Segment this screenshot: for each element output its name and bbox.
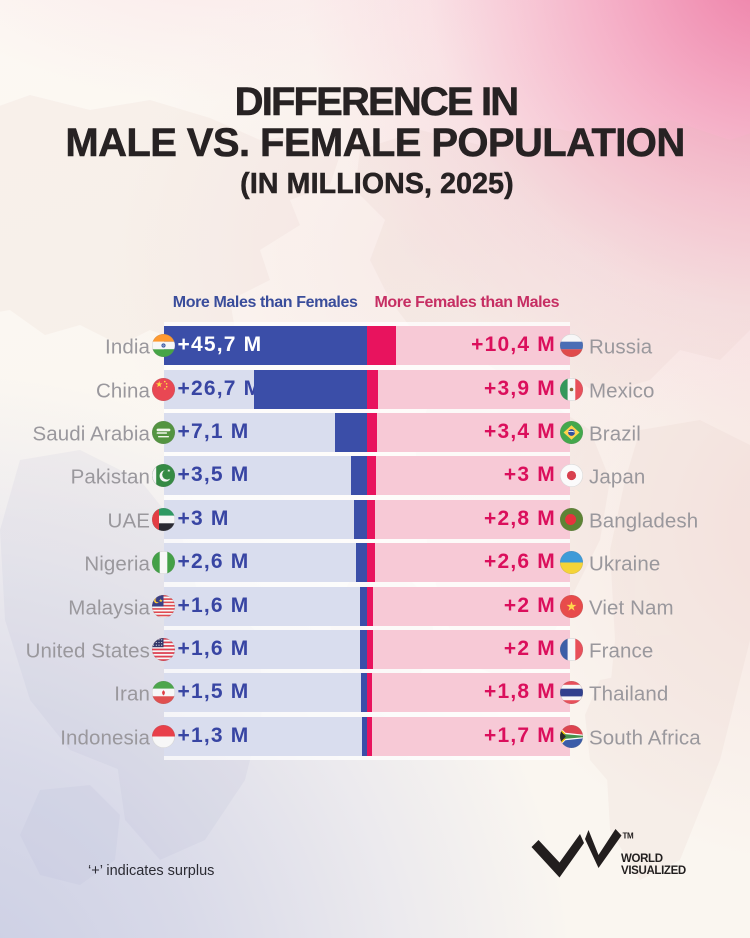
- svg-text:TM: TM: [623, 832, 634, 841]
